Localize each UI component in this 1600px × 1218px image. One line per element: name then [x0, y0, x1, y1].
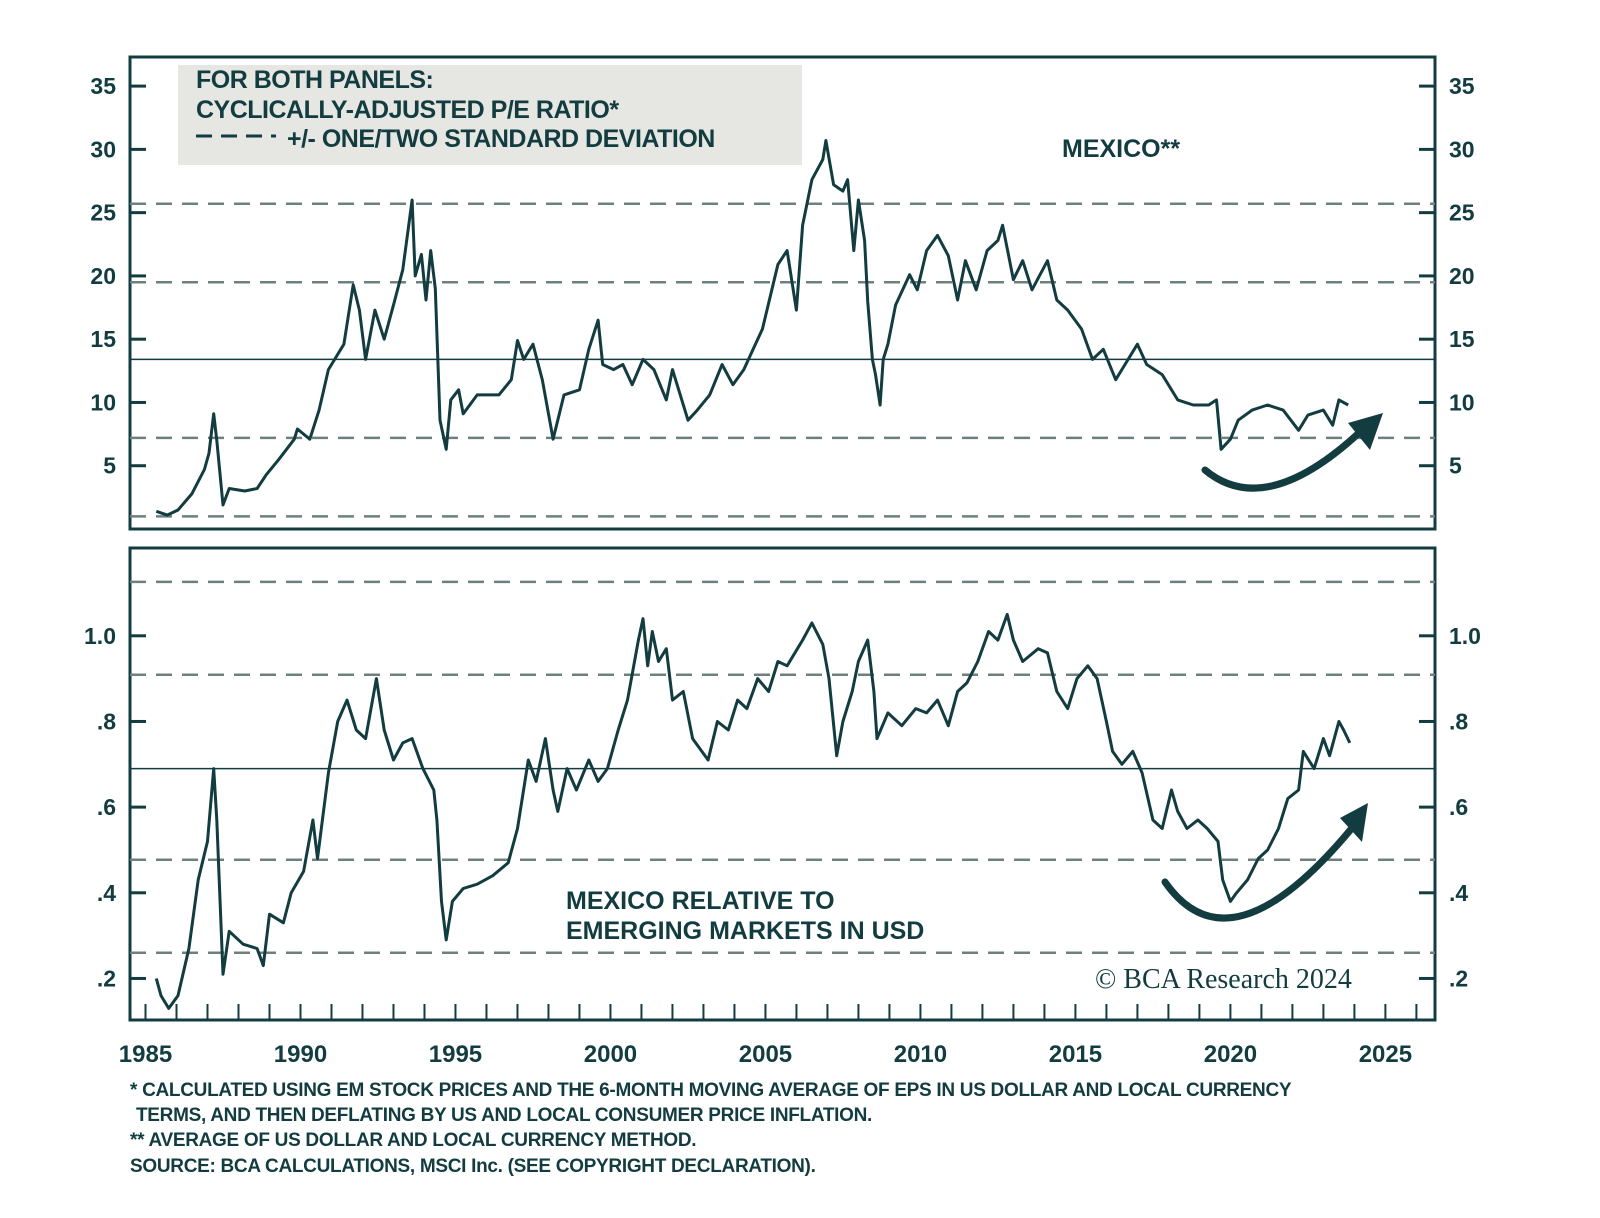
top-panel-title: MEXICO**	[1062, 135, 1181, 163]
legend-cape-label: CYCLICALLY-ADJUSTED P/E RATIO*	[196, 96, 619, 124]
bottom-y-tick-label-left: .6	[97, 794, 116, 820]
top-y-tick-label-right: 10	[1449, 389, 1475, 415]
bottom-y-tick-label-right: .6	[1449, 794, 1468, 820]
bottom-panel-title: MEXICO RELATIVE TO EMERGING MARKETS IN U…	[566, 887, 925, 945]
bottom-y-tick-label-left: 1.0	[84, 623, 116, 649]
top-panel-frame	[128, 55, 1437, 531]
x-tick-label: 2015	[1049, 1041, 1102, 1068]
top-series-line	[155, 139, 1349, 517]
footnote-1b: TERMS, AND THEN DEFLATING BY US AND LOCA…	[136, 1105, 873, 1126]
x-tick-label: 1995	[429, 1041, 482, 1068]
top-y-tick-label-right: 30	[1449, 136, 1475, 162]
bottom-y-tick-label-left: .8	[97, 708, 116, 734]
x-tick-label: 1990	[274, 1041, 327, 1068]
top-y-tick-label-left: 5	[103, 453, 116, 479]
legend-std-label: +/- ONE/TWO STANDARD DEVIATION	[287, 125, 715, 153]
bottom-y-tick-label-right: 1.0	[1449, 623, 1481, 649]
legend-heading: FOR BOTH PANELS:	[196, 66, 434, 94]
top-y-tick-label-right: 25	[1449, 200, 1475, 226]
x-tick-label: 2025	[1359, 1041, 1412, 1068]
bottom-y-tick-label-right: .4	[1449, 880, 1468, 906]
source-note: SOURCE: BCA CALCULATIONS, MSCI Inc. (SEE…	[130, 1156, 816, 1177]
bottom-y-tick-label-right: .8	[1449, 708, 1468, 734]
x-tick-label: 2000	[584, 1041, 637, 1068]
bottom-y-tick-label-left: .4	[97, 880, 116, 906]
top-y-tick-label-left: 30	[90, 136, 116, 162]
copyright-credit: © BCA Research 2024	[1095, 964, 1352, 995]
top-y-tick-label-right: 20	[1449, 263, 1475, 289]
top-y-tick-label-left: 10	[90, 389, 116, 415]
bottom-series-line	[154, 612, 1352, 1010]
bottom-curved-arrow-icon	[1161, 824, 1356, 922]
legend-dash-sample	[196, 134, 276, 138]
top-y-tick-label-left: 35	[90, 73, 116, 99]
footnote-2: ** AVERAGE OF US DOLLAR AND LOCAL CURREN…	[130, 1130, 697, 1151]
top-y-tick-label-right: 5	[1449, 453, 1462, 479]
bottom-arrowhead-icon	[1340, 803, 1368, 842]
x-tick-label: 2005	[739, 1041, 792, 1068]
bottom-y-tick-label-left: .2	[97, 965, 116, 991]
top-y-tick-label-right: 15	[1449, 326, 1475, 352]
top-y-tick-label-right: 35	[1449, 73, 1475, 99]
top-y-tick-label-left: 20	[90, 263, 116, 289]
legend-box	[178, 65, 802, 165]
top-y-tick-label-left: 15	[90, 326, 116, 352]
x-tick-label: 2020	[1204, 1041, 1257, 1068]
bottom-y-tick-label-right: .2	[1449, 965, 1468, 991]
top-y-tick-label-left: 25	[90, 200, 116, 226]
x-tick-label: 1985	[119, 1041, 172, 1068]
bottom-panel-frame	[128, 546, 1437, 1022]
top-curved-arrow-icon	[1201, 428, 1364, 492]
footnote-1a: * CALCULATED USING EM STOCK PRICES AND T…	[130, 1080, 1292, 1101]
x-tick-label: 2010	[894, 1041, 947, 1068]
top-arrowhead-icon	[1348, 413, 1383, 450]
